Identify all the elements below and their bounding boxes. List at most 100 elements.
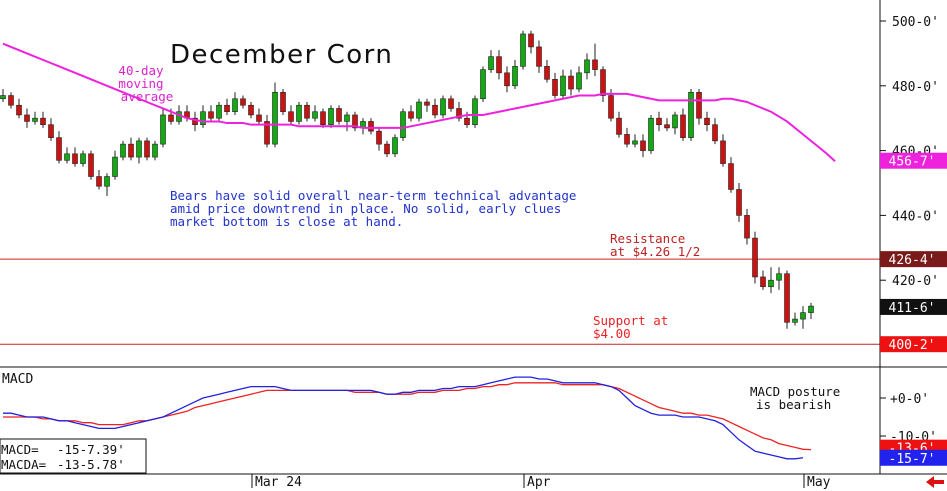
candle: [400, 108, 406, 141]
chart-title: December Corn: [170, 40, 393, 70]
candle-body: [736, 189, 742, 216]
candle-body: [752, 237, 758, 278]
candle-body: [720, 140, 726, 164]
candle: [416, 98, 422, 122]
candle: [128, 137, 134, 161]
macda-readout-value: -13-5.78': [57, 457, 125, 472]
ma-label-line-1: 40-day: [118, 63, 164, 78]
candle-body: [616, 117, 622, 135]
candle: [248, 102, 254, 119]
candle-body: [88, 153, 94, 177]
candle-body: [496, 56, 502, 74]
candle-body: [576, 72, 582, 90]
candle: [200, 105, 206, 128]
price-badge: 400-2': [880, 336, 947, 353]
candle-body: [408, 111, 414, 119]
candle: [640, 134, 646, 158]
candle: [712, 118, 718, 145]
candle-body: [296, 104, 302, 122]
price-badge: 426-4': [880, 251, 947, 268]
candle-body: [368, 121, 374, 132]
candle-body: [32, 117, 38, 122]
price-badge: 411-6': [880, 298, 947, 316]
resistance-label-line-2: at $4.26 1/2: [610, 244, 700, 259]
candle-body: [56, 137, 62, 161]
x-tick-label: Mar 24: [255, 475, 302, 490]
candle: [704, 111, 710, 132]
candle: [80, 150, 86, 167]
candle: [304, 102, 310, 122]
candle-body: [536, 46, 542, 67]
candle: [96, 170, 102, 190]
candle-body: [248, 104, 254, 116]
candle: [208, 105, 214, 122]
candle-body: [552, 79, 558, 96]
candle: [144, 137, 150, 161]
candle: [216, 102, 222, 122]
candle: [456, 102, 462, 122]
candle-body: [792, 318, 798, 323]
candle-body: [240, 98, 246, 106]
candle: [48, 118, 54, 141]
candle: [280, 89, 286, 115]
candle-body: [520, 33, 526, 67]
candle: [320, 108, 326, 128]
candle-body: [568, 75, 574, 90]
candle-body: [232, 98, 238, 113]
candle: [0, 89, 6, 102]
candle-body: [672, 114, 678, 129]
candle-body: [648, 117, 654, 151]
candle-body: [544, 66, 550, 80]
candle-body: [64, 153, 70, 161]
candle-body: [344, 114, 350, 122]
annotations: December Corn 40-day moving average Bear…: [0, 40, 840, 474]
readout-box: [0, 438, 147, 474]
badge-text: 426-4': [889, 253, 936, 268]
candle-body: [464, 117, 470, 125]
x-tick-label: May: [807, 475, 831, 490]
candle: [192, 111, 198, 132]
support-label-line-2: $4.00: [593, 326, 631, 341]
commentary-line-1: Bears have solid overall near-term techn…: [170, 188, 576, 203]
candle-body: [592, 59, 598, 70]
candle: [480, 66, 486, 102]
scroll-left-arrow-icon[interactable]: [926, 476, 944, 488]
badge-bg: [880, 298, 947, 315]
candle: [88, 150, 94, 180]
candle-body: [336, 108, 342, 122]
candle-body: [472, 98, 478, 125]
candle-body: [264, 121, 270, 145]
candle: [616, 111, 622, 138]
candle-body: [704, 117, 710, 125]
candle: [568, 69, 574, 96]
candle-body: [656, 117, 662, 125]
candle: [512, 59, 518, 90]
candle-body: [216, 104, 222, 119]
candle-body: [16, 104, 22, 116]
candle-body: [712, 124, 718, 142]
candle: [240, 95, 246, 109]
candle-body: [128, 143, 134, 158]
candle: [736, 183, 742, 222]
candle: [520, 30, 526, 70]
macd-annotation-line-2: is bearish: [756, 397, 831, 412]
candle-body: [728, 163, 734, 190]
candle: [776, 267, 782, 290]
price-y-tick-label: 500-0': [892, 15, 939, 30]
candle-body: [424, 101, 430, 106]
candle: [312, 105, 318, 122]
candle-body: [320, 111, 326, 125]
candle-body: [104, 176, 110, 187]
candle-body: [776, 273, 782, 281]
price-badges: 426-4'400-2'456-7'411-6'-13-6'-15-7': [880, 152, 947, 467]
price-panel: [0, 30, 880, 345]
candle: [384, 140, 390, 158]
candle: [576, 66, 582, 93]
price-y-tick-label: 440-0': [892, 209, 939, 224]
candle: [536, 40, 542, 73]
badge-bg: [880, 449, 947, 466]
candle: [744, 208, 750, 245]
macd-annotation-line-1: MACD posture: [750, 384, 840, 399]
candle-body: [136, 140, 142, 158]
candle-body: [168, 114, 174, 122]
